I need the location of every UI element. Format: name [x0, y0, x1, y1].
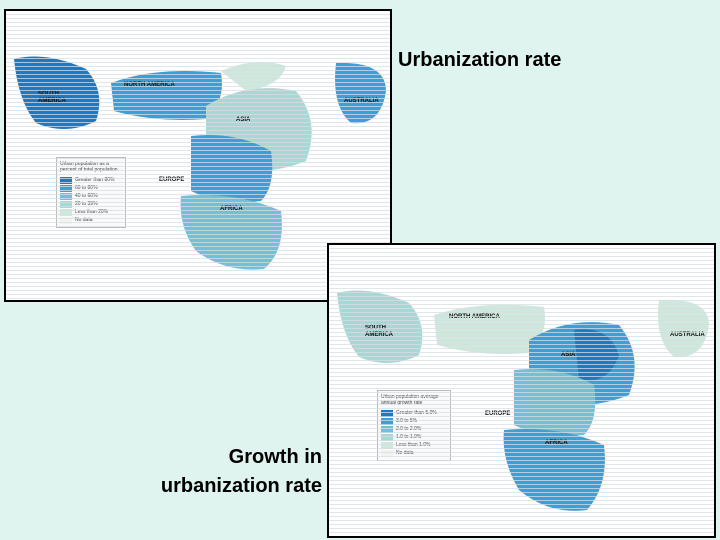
- legend-item: Greater than 5.0%: [381, 409, 447, 417]
- legend-label: Less than 20%: [75, 209, 109, 215]
- legend-item: Less than 1.0%: [381, 441, 447, 449]
- legend-item: 60 to 80%: [60, 184, 122, 192]
- legend-swatch: [381, 425, 393, 433]
- legend-swatch: [60, 184, 72, 192]
- caption: Growth in urbanization rate: [160, 446, 322, 497]
- caption: Urbanization rate: [398, 49, 562, 71]
- legend-item: 40 to 60%: [60, 192, 122, 200]
- legend-label: 2.0 to 2.9%: [396, 426, 422, 432]
- region-label: NORTH AMERICA: [449, 314, 500, 320]
- legend-item: 3.0 to 5%: [381, 417, 447, 425]
- legend-swatch: [381, 441, 393, 449]
- legend-swatch: [381, 409, 393, 417]
- legend-label: Greater than 80%: [75, 177, 115, 183]
- region-label: SOUTH AMERICA: [38, 91, 66, 104]
- region-label: ASIA: [236, 117, 251, 123]
- legend-item: 2.0 to 2.9%: [381, 425, 447, 433]
- region-label: NORTH AMERICA: [124, 82, 175, 88]
- legend-title: Urban population as a percent of total p…: [60, 161, 118, 173]
- legend-label: 3.0 to 5%: [396, 418, 418, 424]
- legend-swatch: [60, 216, 72, 224]
- legend-label: 60 to 80%: [75, 185, 98, 191]
- region-label: AFRICA: [545, 440, 568, 446]
- legend-swatch: [60, 192, 72, 200]
- legend-label: 40 to 60%: [75, 193, 98, 199]
- legend-item: No data: [60, 216, 122, 224]
- legend-label: No data: [75, 217, 93, 223]
- region-label: AUSTRALIA: [344, 98, 379, 104]
- legend-swatch: [381, 417, 393, 425]
- region-label: EUROPE: [485, 411, 511, 417]
- legend-label: Less than 1.0%: [396, 442, 431, 448]
- legend-label: No data: [396, 450, 414, 456]
- legend-swatch: [60, 176, 72, 184]
- legend-item: 1.0 to 1.9%: [381, 433, 447, 441]
- legend-label: 1.0 to 1.9%: [396, 434, 422, 440]
- legend-item: Less than 20%: [60, 208, 122, 216]
- region-label: AFRICA: [220, 206, 243, 212]
- legend-item: 20 to 39%: [60, 200, 122, 208]
- legend-swatch: [381, 449, 393, 457]
- legend-swatch: [60, 200, 72, 208]
- legend: Urban population average annual growth r…: [377, 390, 451, 461]
- map-panel: SOUTH AMERICA NORTH AMERICA ASIA EUROPE …: [327, 243, 716, 538]
- legend-title: Urban population average annual growth r…: [381, 394, 439, 406]
- region-label: EUROPE: [159, 177, 185, 183]
- legend-item: No data: [381, 449, 447, 457]
- legend-swatch: [60, 208, 72, 216]
- region-label: AUSTRALIA: [670, 332, 705, 338]
- legend: Urban population as a percent of total p…: [56, 157, 126, 228]
- region-label: ASIA: [561, 352, 576, 358]
- legend-label: 20 to 39%: [75, 201, 98, 207]
- region-label: SOUTH AMERICA: [365, 325, 393, 338]
- legend-swatch: [381, 433, 393, 441]
- legend-label: Greater than 5.0%: [396, 410, 437, 416]
- legend-item: Greater than 80%: [60, 176, 122, 184]
